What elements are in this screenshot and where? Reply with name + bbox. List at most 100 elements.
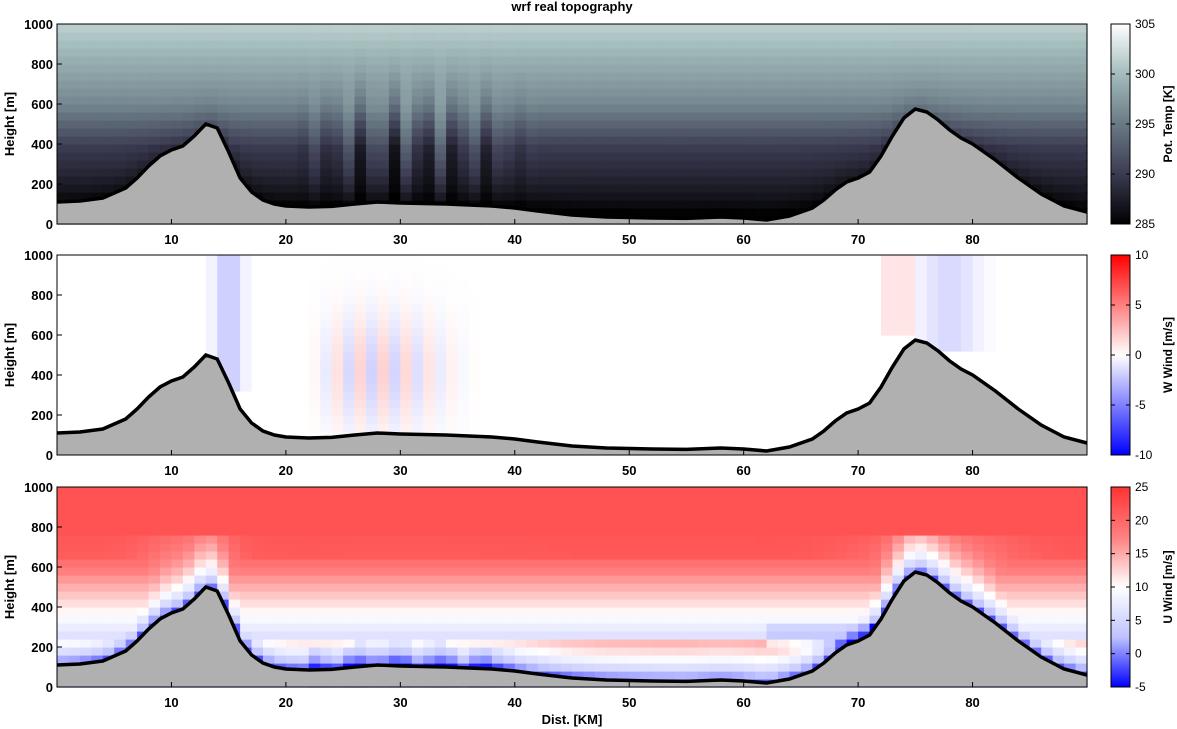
- field-cell: [720, 327, 733, 336]
- field-cell: [137, 575, 150, 584]
- field-cell: [995, 327, 1008, 336]
- field-cell: [812, 279, 825, 288]
- field-cell: [617, 391, 630, 400]
- field-cell: [263, 383, 276, 392]
- field-cell: [377, 343, 390, 352]
- field-cell: [388, 128, 401, 137]
- field-cell: [514, 303, 527, 312]
- field-cell: [572, 287, 585, 296]
- field-cell: [686, 200, 699, 209]
- field-cell: [926, 40, 939, 49]
- field-cell: [835, 152, 848, 161]
- field-cell: [469, 375, 482, 384]
- field-cell: [972, 303, 985, 312]
- field-cell: [583, 184, 596, 193]
- field-cell: [491, 383, 504, 392]
- field-cell: [423, 327, 436, 336]
- field-cell: [400, 32, 413, 41]
- field-cell: [560, 128, 573, 137]
- field-cell: [423, 399, 436, 408]
- field-cell: [652, 96, 665, 105]
- field-cell: [68, 335, 81, 344]
- field-cell: [457, 295, 470, 304]
- field-cell: [640, 303, 653, 312]
- field-cell: [732, 351, 745, 360]
- field-cell: [114, 511, 127, 520]
- field-cell: [1064, 311, 1077, 320]
- field-cell: [102, 176, 115, 185]
- field-cell: [457, 48, 470, 57]
- field-cell: [926, 104, 939, 113]
- field-cell: [308, 359, 321, 368]
- field-cell: [320, 271, 333, 280]
- field-cell: [354, 367, 367, 376]
- field-cell: [995, 303, 1008, 312]
- field-cell: [102, 184, 115, 193]
- field-cell: [411, 423, 424, 432]
- field-cell: [1052, 56, 1065, 65]
- field-cell: [102, 64, 115, 73]
- field-cell: [194, 56, 207, 65]
- field-cell: [263, 279, 276, 288]
- field-cell: [961, 343, 974, 352]
- field-cell: [572, 72, 585, 81]
- field-cell: [274, 335, 287, 344]
- field-cell: [995, 295, 1008, 304]
- field-cell: [1052, 192, 1065, 201]
- field-cell: [778, 271, 791, 280]
- field-cell: [778, 120, 791, 129]
- field-cell: [446, 255, 459, 264]
- field-cell: [68, 375, 81, 384]
- field-cell: [68, 615, 81, 624]
- field-cell: [205, 327, 218, 336]
- field-cell: [652, 415, 665, 424]
- field-cell: [1064, 399, 1077, 408]
- field-cell: [1064, 120, 1077, 129]
- field-cell: [308, 88, 321, 97]
- field-cell: [663, 431, 676, 440]
- field-cell: [217, 24, 230, 33]
- field-cell: [823, 120, 836, 129]
- field-cell: [79, 184, 92, 193]
- field-cell: [652, 319, 665, 328]
- field-cell: [640, 200, 653, 209]
- field-cell: [537, 160, 550, 169]
- field-cell: [675, 112, 688, 121]
- field-cell: [537, 112, 550, 121]
- field-cell: [572, 319, 585, 328]
- field-cell: [366, 335, 379, 344]
- field-cell: [57, 24, 70, 33]
- field-cell: [514, 24, 527, 33]
- field-cell: [606, 327, 619, 336]
- field-cell: [583, 319, 596, 328]
- field-cell: [423, 120, 436, 129]
- field-cell: [388, 112, 401, 121]
- field-cell: [995, 359, 1008, 368]
- field-cell: [697, 327, 710, 336]
- field-cell: [938, 319, 951, 328]
- field-cell: [686, 112, 699, 121]
- field-cell: [697, 32, 710, 41]
- field-cell: [594, 391, 607, 400]
- field-cell: [846, 295, 859, 304]
- field-cell: [480, 192, 493, 201]
- field-cell: [835, 303, 848, 312]
- field-cell: [709, 120, 722, 129]
- field-cell: [972, 88, 985, 97]
- field-cell: [343, 120, 356, 129]
- field-cell: [354, 80, 367, 89]
- field-cell: [377, 144, 390, 153]
- field-cell: [755, 176, 768, 185]
- field-cell: [881, 279, 894, 288]
- field-cell: [572, 391, 585, 400]
- field-cell: [297, 327, 310, 336]
- field-cell: [79, 255, 92, 264]
- field-cell: [91, 535, 104, 544]
- field-cell: [881, 255, 894, 264]
- field-cell: [881, 24, 894, 33]
- field-cell: [297, 192, 310, 201]
- field-cell: [308, 176, 321, 185]
- field-cell: [285, 255, 298, 264]
- field-cell: [182, 487, 195, 496]
- field-cell: [789, 72, 802, 81]
